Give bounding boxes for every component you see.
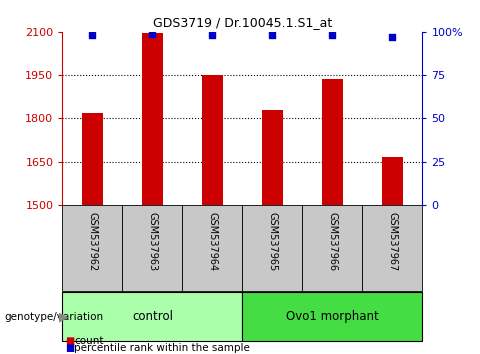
- Point: [388, 34, 396, 40]
- Bar: [122, 205, 182, 291]
- Bar: [362, 205, 422, 291]
- Text: genotype/variation: genotype/variation: [5, 312, 104, 322]
- Text: GSM537963: GSM537963: [147, 212, 157, 271]
- Text: count: count: [74, 336, 104, 346]
- Text: GSM537966: GSM537966: [327, 212, 337, 271]
- Text: GSM537967: GSM537967: [387, 212, 397, 271]
- Text: ■: ■: [65, 336, 74, 346]
- Text: GSM537965: GSM537965: [267, 212, 277, 271]
- Bar: [82, 113, 103, 205]
- Text: GSM537962: GSM537962: [87, 212, 97, 271]
- Bar: [202, 75, 223, 205]
- Point: [328, 33, 336, 38]
- Bar: [322, 79, 343, 205]
- Bar: [302, 205, 362, 291]
- Text: control: control: [132, 310, 173, 324]
- Bar: [62, 205, 122, 291]
- Point: [88, 33, 96, 38]
- Bar: [262, 110, 283, 205]
- Text: GSM537964: GSM537964: [207, 212, 217, 271]
- Point: [208, 33, 216, 38]
- Bar: [242, 205, 302, 291]
- Point: [149, 31, 156, 36]
- Bar: [182, 205, 242, 291]
- Point: [268, 33, 276, 38]
- Text: ■: ■: [65, 343, 74, 353]
- Bar: [242, 292, 422, 341]
- Text: ▶: ▶: [59, 310, 68, 323]
- Bar: [62, 292, 242, 341]
- Text: percentile rank within the sample: percentile rank within the sample: [74, 343, 250, 353]
- Title: GDS3719 / Dr.10045.1.S1_at: GDS3719 / Dr.10045.1.S1_at: [153, 16, 332, 29]
- Bar: [142, 33, 163, 205]
- Text: Ovo1 morphant: Ovo1 morphant: [286, 310, 379, 324]
- Bar: [382, 157, 403, 205]
